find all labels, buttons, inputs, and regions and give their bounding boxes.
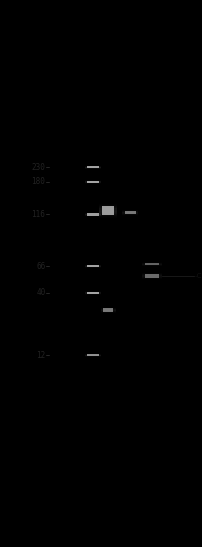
Bar: [99, 207, 117, 208]
Text: -CDC42EP4: -CDC42EP4: [195, 274, 202, 280]
Text: 66: 66: [36, 261, 45, 271]
Bar: [99, 218, 117, 219]
Bar: [99, 215, 117, 216]
Bar: [99, 208, 117, 210]
Bar: [99, 200, 117, 201]
Bar: [145, 263, 159, 265]
Text: 180: 180: [32, 177, 45, 187]
Bar: [87, 265, 99, 267]
Bar: [87, 181, 99, 183]
Text: 230: 230: [32, 163, 45, 172]
Bar: [102, 206, 114, 215]
Bar: [99, 216, 117, 217]
Bar: [99, 204, 117, 205]
Bar: [99, 202, 117, 203]
Bar: [99, 217, 117, 218]
Bar: [99, 206, 117, 207]
Bar: [87, 213, 99, 216]
Bar: [103, 309, 113, 312]
Bar: [99, 220, 117, 221]
Text: 12: 12: [36, 351, 45, 360]
Text: 40: 40: [36, 288, 45, 298]
Text: 116: 116: [32, 210, 45, 219]
Bar: [87, 292, 99, 294]
Bar: [87, 354, 99, 356]
Bar: [99, 203, 117, 204]
Bar: [99, 201, 117, 202]
Bar: [99, 212, 117, 213]
Bar: [145, 274, 159, 278]
Bar: [87, 166, 99, 168]
Bar: [99, 219, 117, 220]
Bar: [99, 210, 117, 211]
Bar: [125, 211, 136, 214]
Bar: [99, 205, 117, 206]
Bar: [99, 211, 117, 212]
Bar: [99, 213, 117, 214]
Bar: [99, 214, 117, 215]
